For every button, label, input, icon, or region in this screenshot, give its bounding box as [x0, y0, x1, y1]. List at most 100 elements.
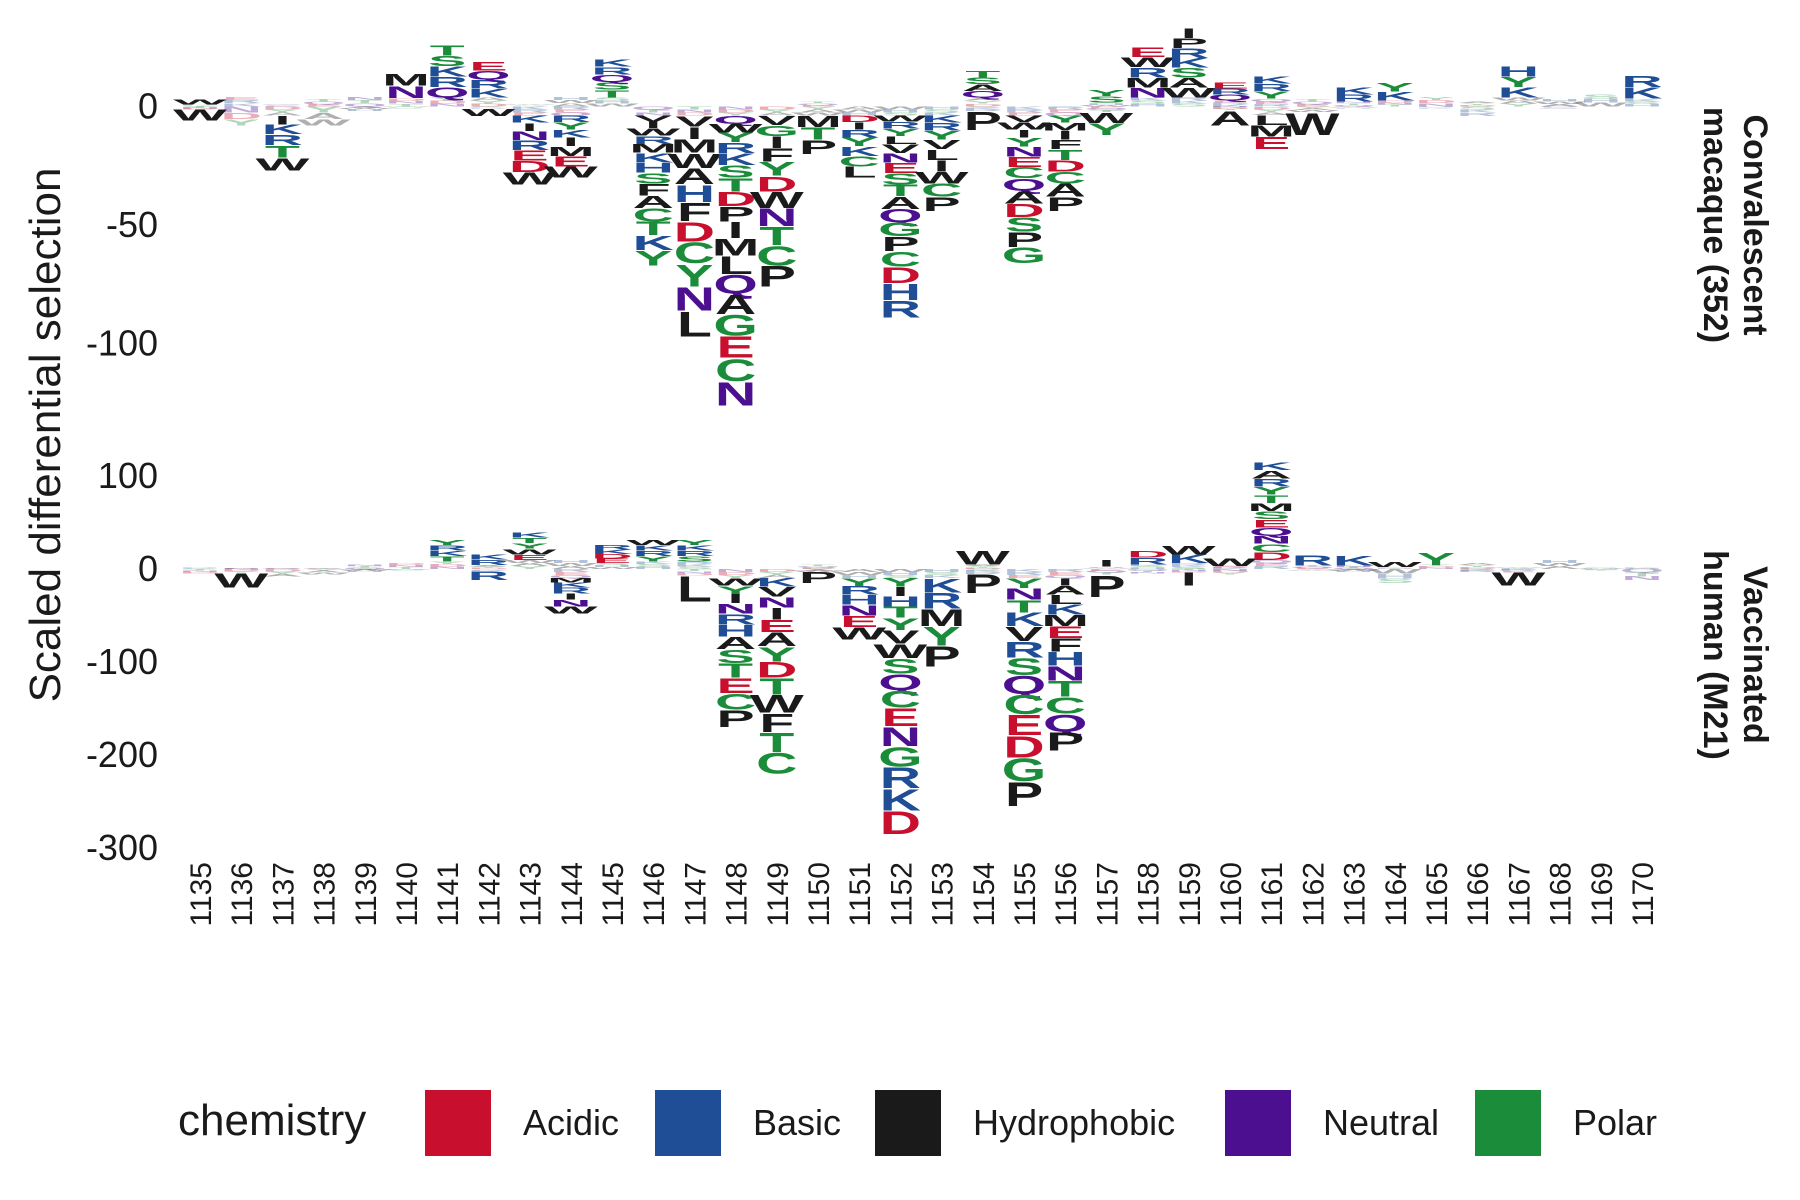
logo-letter-faint: Y: [469, 100, 507, 105]
logo-letter: R: [839, 127, 880, 139]
legend-swatch: [655, 1090, 721, 1156]
logo-letter-faint: D: [1457, 567, 1498, 570]
logo-letter-faint: Y: [964, 565, 1002, 567]
logo-letter: M: [547, 577, 595, 584]
logo-letter: Y: [840, 576, 878, 588]
logo-letter-faint: S: [1129, 565, 1167, 567]
logo-letter: S: [881, 170, 919, 187]
logo-letter-faint: S: [1458, 569, 1496, 570]
logo-letter-faint: N: [1168, 570, 1209, 572]
logo-letter: I: [563, 592, 579, 602]
logo-letter-faint: H: [1127, 567, 1168, 569]
logo-letter: R: [262, 132, 303, 149]
logo-letter-faint: H: [1580, 568, 1621, 569]
logo-letter-faint: Y: [222, 571, 260, 573]
x-tick-label: 1149: [762, 862, 795, 927]
logo-letter: T: [1007, 597, 1042, 616]
logo-letter-faint: R: [550, 106, 591, 111]
logo-letter: F: [759, 709, 794, 738]
logo-letter-faint: Y: [1499, 103, 1537, 108]
logo-letter: W: [709, 576, 763, 587]
logo-letter: R: [427, 543, 468, 552]
logo-letter-faint: A: [1292, 108, 1333, 111]
logo-letter: I: [892, 584, 908, 598]
logo-letter: C: [633, 205, 674, 225]
logo-letter: D: [1003, 729, 1044, 764]
logo-letter: T: [512, 536, 547, 545]
logo-letter-faint: A: [262, 573, 303, 577]
logo-letter-faint: E: [1005, 574, 1043, 579]
logo-letter: E: [881, 704, 919, 732]
logo-letter-faint: W: [832, 109, 887, 114]
logo-letter: A: [962, 83, 1003, 93]
logo-letter-faint: K: [468, 107, 509, 108]
logo-letter-faint: D: [262, 568, 303, 572]
logo-letter: K: [262, 122, 303, 137]
x-tick-label: 1170: [1627, 862, 1660, 927]
logo-letter: W: [255, 154, 309, 174]
logo-letter: I: [851, 120, 867, 131]
logo-letter: Y: [758, 643, 796, 666]
logo-letter-faint: W: [338, 570, 393, 571]
logo-letter-faint: R: [1457, 112, 1498, 117]
logo-letter-faint: Y: [263, 109, 301, 114]
logo-letter-faint: Q: [343, 567, 387, 569]
logo-letter: W: [1491, 569, 1545, 589]
logo-letter-faint: Q: [1290, 101, 1334, 105]
logo-letter: Q: [466, 68, 510, 82]
logo-letter: W: [709, 121, 763, 135]
logo-letter-faint: Q: [796, 565, 840, 567]
logo-letter-faint: D: [1415, 99, 1456, 104]
logo-letter: H: [880, 593, 921, 609]
logo-letter: R: [839, 584, 880, 598]
logo-letter: A: [1045, 181, 1086, 201]
logo-letter: N: [1003, 144, 1044, 159]
logo-letter: N: [839, 602, 880, 619]
logo-letter: K: [591, 57, 633, 69]
logo-letter-faint: D: [221, 570, 262, 572]
logo-letter-faint: R: [262, 105, 303, 106]
logo-letter: I: [1181, 26, 1197, 41]
logo-letter-faint: N: [674, 571, 715, 574]
logo-letter: D: [1003, 200, 1044, 221]
logo-letter-faint: E: [222, 96, 260, 101]
logo-letter: N: [756, 594, 797, 611]
logo-letter: I: [1057, 576, 1073, 588]
logo-letter-faint: E: [1087, 568, 1125, 571]
logo-letter: K: [427, 549, 469, 558]
logo-letter-faint: Q: [549, 574, 593, 579]
logo-letter-faint: H: [1621, 568, 1662, 569]
logo-letter: R: [633, 134, 674, 147]
logo-letter-faint: Y: [799, 569, 837, 570]
logo-letter-faint: R: [468, 108, 509, 109]
logo-letter: R: [550, 586, 591, 595]
logo-letter: K: [880, 782, 921, 817]
logo-letter-faint: H: [385, 107, 426, 108]
strip-label-line: Convalescent: [1736, 114, 1774, 335]
logo-letter: S: [717, 162, 755, 181]
logo-letter-faint: H: [921, 106, 962, 111]
logo-letter-faint: D: [1374, 100, 1415, 103]
logo-letter-faint: T: [801, 101, 836, 103]
logo-letter-faint: A: [756, 112, 797, 117]
logo-letter: S: [964, 76, 1002, 86]
logo-letter-faint: H: [1086, 567, 1127, 568]
logo-letter: C: [1045, 168, 1086, 187]
logo-letter-faint: Q: [1331, 568, 1375, 570]
logo-letter-faint: N: [674, 109, 715, 114]
logo-letter: D: [880, 805, 921, 841]
logo-letter: I: [1057, 129, 1073, 143]
logo-letter-faint: S: [964, 569, 1002, 572]
logo-letter-faint: K: [1457, 109, 1498, 114]
site-stack: DYA SKR: [1457, 563, 1498, 572]
logo-letter: T: [801, 124, 836, 144]
logo-letter: P: [964, 107, 1002, 136]
